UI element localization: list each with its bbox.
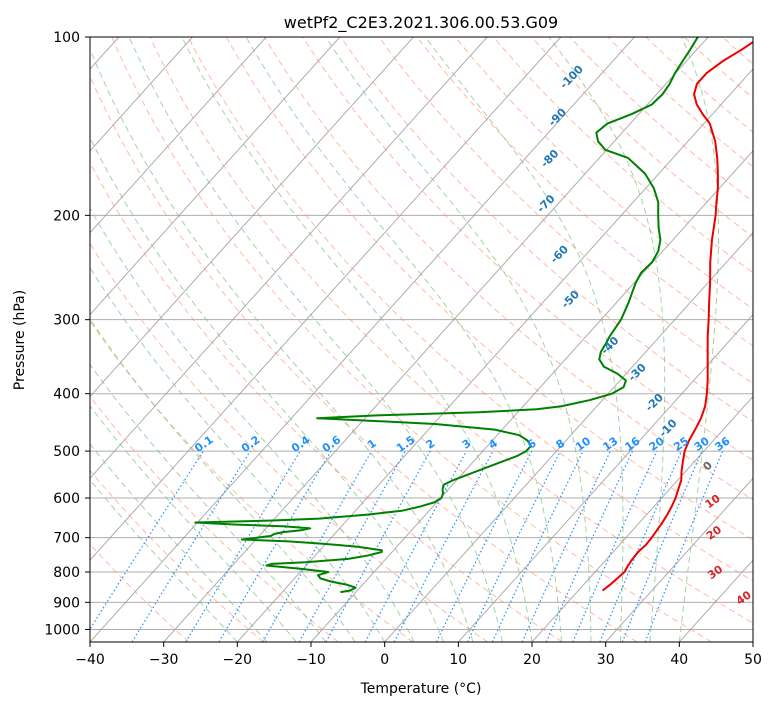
x-tick-label: −10 (296, 652, 326, 668)
isotherm-line (236, 68, 753, 642)
isotherm-line (90, 37, 562, 561)
mixing-ratio-line (262, 450, 373, 642)
background-isopleths (90, 37, 753, 642)
x-tick-label: 50 (744, 652, 762, 668)
moist-adiabat-line (90, 405, 297, 642)
axes-ticks: −40 −30 −20 −10 0 10 20 30 40 50 100 200 300 400 500 60… (44, 30, 762, 668)
x-tick-label: 30 (597, 652, 615, 668)
isotherm-line (90, 37, 488, 480)
temperature-profile-line (601, 40, 753, 592)
moist-adiabat-line (678, 37, 720, 642)
plot-frame (89, 36, 754, 643)
y-tick-label: 1000 (44, 622, 80, 638)
dewpoint-profile-line (194, 37, 699, 594)
moist-adiabat-line (90, 363, 327, 642)
dry-adiabat-line (90, 242, 488, 642)
dry-adiabat-line (493, 37, 753, 274)
sounding-profiles (194, 37, 753, 594)
moist-adiabat-line (128, 37, 504, 642)
mixing-ratio-line (466, 450, 561, 642)
isotherm-line (90, 37, 267, 234)
dry-adiabat-line (454, 37, 753, 310)
x-tick-label: 0 (380, 652, 389, 668)
x-tick-label: 10 (449, 652, 467, 668)
moist-adiabat-line (90, 318, 356, 642)
y-tick-label: 400 (53, 387, 80, 403)
isotherm-line (90, 37, 414, 398)
x-tick-label: 40 (670, 652, 688, 668)
moist-adiabat-line (424, 37, 624, 642)
mixing-ratio-line (491, 450, 584, 642)
moist-adiabat-line (90, 207, 415, 642)
mixing-ratio-line (131, 450, 251, 642)
x-tick-label: 20 (523, 652, 541, 668)
isotherm-line (163, 37, 709, 642)
y-tick-label: 900 (53, 595, 80, 611)
dry-adiabat-line (607, 37, 753, 168)
dry-adiabat-line (264, 37, 753, 501)
moist-adiabat-line (90, 47, 474, 642)
moist-adiabat-line (548, 37, 666, 642)
y-tick-label: 600 (53, 491, 80, 507)
mixing-ratio-line (185, 450, 301, 642)
y-tick-label: 300 (53, 313, 80, 329)
dry-adiabat-line (378, 37, 753, 384)
moist-adiabat-line (90, 136, 445, 642)
dry-adiabat-line (90, 161, 563, 642)
dry-adiabat-line (187, 37, 753, 582)
dry-adiabat-line (90, 75, 638, 642)
dry-adiabat-line (340, 37, 753, 423)
y-axis-label: Pressure (hPa) (12, 290, 28, 390)
moist-adiabat-line (325, 37, 592, 642)
y-tick-label: 100 (53, 30, 80, 46)
mixing-ratio-line (621, 450, 703, 642)
isotherm-line (605, 477, 753, 642)
y-tick-label: 500 (53, 444, 80, 460)
isotherm-line (90, 37, 341, 316)
mixing-ratio-line (218, 450, 332, 642)
isotherm-line (310, 150, 753, 642)
y-tick-label: 200 (53, 208, 80, 224)
isotherm-line (384, 231, 753, 642)
mixing-ratio-line (325, 450, 431, 642)
y-tick-label: 800 (53, 565, 80, 581)
moist-adiabat-line (245, 37, 562, 642)
moist-adiabat-line (90, 266, 386, 642)
mixing-ratio-line (545, 450, 634, 642)
dry-adiabat-line (416, 37, 753, 347)
dry-adiabat-line (111, 37, 712, 642)
dry-adiabat-line (225, 37, 753, 541)
mixing-ratio-line (599, 450, 682, 642)
mixing-ratio-line (90, 450, 204, 631)
dry-adiabat-line (149, 37, 753, 624)
chart-title: wetPf2_C2E3.2021.306.00.53.G09 (284, 13, 558, 33)
dry-adiabat-line (90, 395, 339, 642)
isotherm-line (90, 37, 193, 152)
x-tick-label: −30 (149, 652, 179, 668)
x-axis-label: Temperature (°C) (360, 681, 482, 697)
moist-adiabat-line (181, 37, 533, 642)
mixing-ratio-line (521, 450, 611, 642)
x-tick-label: −40 (75, 652, 105, 668)
x-tick-label: −20 (223, 652, 253, 668)
y-tick-label: 700 (53, 531, 80, 547)
isotherm-line (90, 37, 635, 642)
